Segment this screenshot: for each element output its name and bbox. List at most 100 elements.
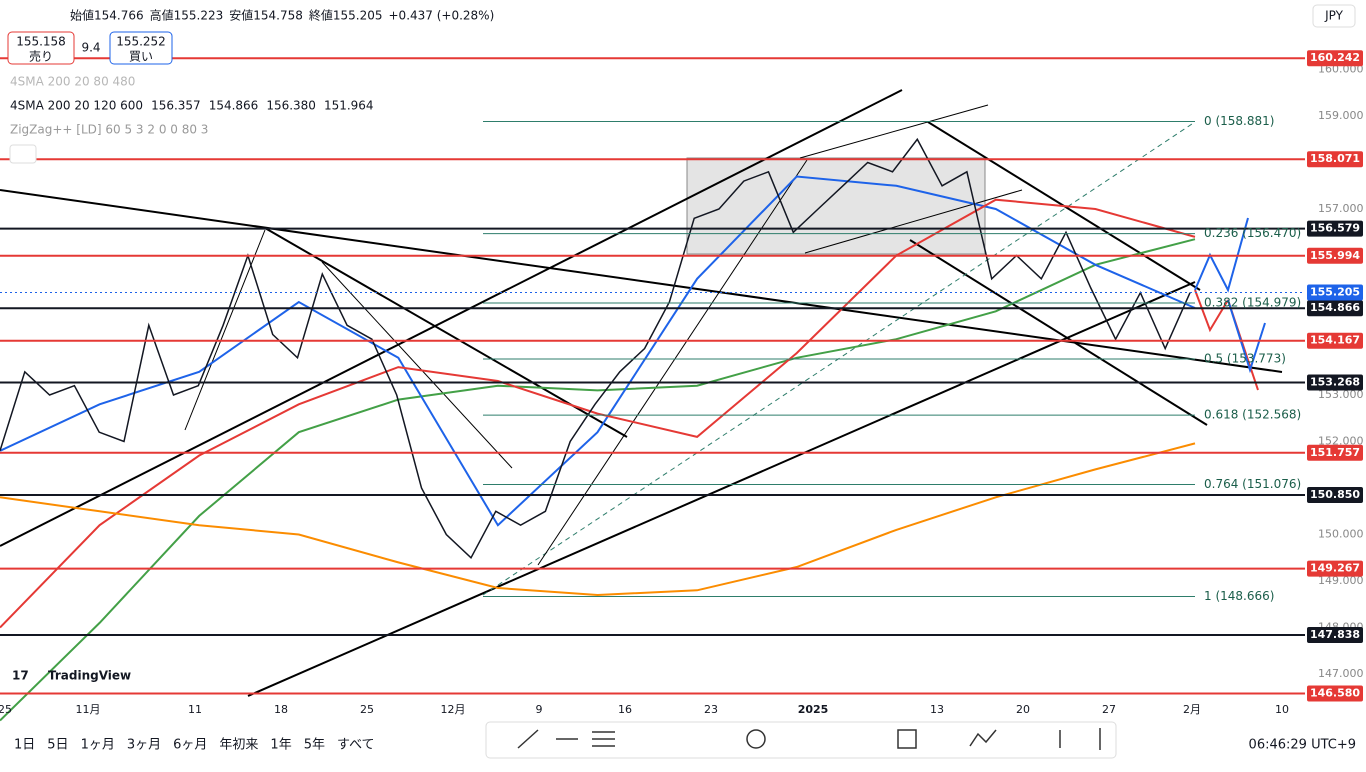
- fib-label: 0 (158.881): [1204, 114, 1274, 128]
- level-label: 154.167: [1310, 334, 1360, 347]
- x-tick-label: 9: [536, 703, 543, 716]
- sma-line: [0, 442, 1196, 597]
- buy-button[interactable]: [109, 31, 173, 65]
- level-tag: [1307, 486, 1363, 503]
- timeframe-button[interactable]: 6ヶ月: [173, 738, 207, 753]
- legend-value: 151.964: [324, 99, 374, 113]
- ohlc-high: 高値155.223: [150, 8, 224, 23]
- level-label: 160.242: [1310, 51, 1360, 64]
- sell-price: 155.158: [16, 35, 66, 49]
- timeframe-button[interactable]: 年初来: [219, 737, 258, 753]
- fib-label: 0.5 (153.773): [1204, 352, 1286, 366]
- logo-mark: 17: [12, 669, 29, 683]
- y-tick-label: 157.000: [1318, 202, 1364, 215]
- level-label: 150.850: [1310, 488, 1360, 501]
- y-tick-label: 153.000: [1318, 388, 1364, 401]
- y-tick-label: 149.000: [1318, 574, 1364, 587]
- y-tick-label: 150.000: [1318, 528, 1364, 541]
- fib-label: 1 (148.666): [1204, 589, 1274, 603]
- price-line: [0, 137, 1191, 560]
- logo: TradingView: [48, 669, 131, 683]
- timeframe-button[interactable]: 5日: [47, 738, 68, 753]
- drawing-toolbar: [485, 721, 1117, 759]
- y-tick-label: 147.000: [1318, 667, 1364, 680]
- buy-label: 買い: [129, 50, 153, 64]
- level-tag: [1307, 374, 1363, 391]
- ohlc-open: 始値154.766: [70, 8, 144, 23]
- currency[interactable]: JPY: [1324, 9, 1344, 23]
- level-label: 158.071: [1310, 152, 1360, 165]
- level-tag: [1307, 284, 1363, 301]
- timeframe-button[interactable]: すべて: [337, 738, 375, 753]
- x-tick-label: 2025: [798, 703, 829, 716]
- timeframe-button[interactable]: 1年: [270, 738, 291, 753]
- sma-line: [0, 198, 1196, 629]
- fib-label: 0.764 (151.076): [1204, 477, 1301, 491]
- timeframe-button[interactable]: 3ヶ月: [127, 738, 161, 753]
- sell-label: 売り: [29, 49, 53, 64]
- level-tag: [1307, 560, 1363, 577]
- projection-arrows: [1194, 217, 1266, 391]
- x-tick-label: 25: [360, 703, 374, 716]
- fib-label: 0.618 (152.568): [1204, 408, 1301, 422]
- price-axis: [1305, 0, 1366, 700]
- clock: 06:46:29 UTC+9: [1249, 738, 1356, 753]
- level-label: 154.866: [1310, 301, 1360, 314]
- toolbar-icons: [517, 728, 1101, 750]
- x-tick-label: 25: [0, 703, 12, 716]
- ohlc-low: 安値154.758: [229, 8, 303, 23]
- level-tag: [1307, 50, 1363, 67]
- x-tick-label: 27: [1102, 703, 1116, 716]
- level-label: 146.580: [1310, 687, 1360, 700]
- x-tick-label: 13: [930, 703, 944, 716]
- indicator: ZigZag++ [LD] 60 5 3 2 0 0 80 3: [10, 123, 208, 137]
- x-tick-label: 23: [704, 703, 718, 716]
- collapse-button[interactable]: [9, 144, 37, 164]
- y-tick-label: 152.000: [1318, 435, 1364, 448]
- currency-button[interactable]: [1312, 4, 1356, 28]
- timeframe-button[interactable]: 1ヶ月: [81, 738, 115, 753]
- level-tag: [1307, 685, 1363, 702]
- x-tick-label: 16: [618, 703, 632, 716]
- indicator: 4SMA 200 20 120 600: [10, 99, 143, 113]
- level-label: 156.579: [1310, 222, 1360, 235]
- x-tick-label: 2月: [1183, 703, 1201, 716]
- legend-value: 156.357: [151, 99, 201, 113]
- spread: 9.4: [81, 41, 100, 55]
- level-tag: [1307, 444, 1363, 461]
- level-tag: [1307, 332, 1363, 349]
- x-tick-label: 18: [274, 703, 288, 716]
- ohlc-close: 終値155.205: [309, 8, 383, 23]
- x-tick-label: 12月: [441, 703, 466, 716]
- level-label: 153.268: [1310, 376, 1360, 389]
- y-tick-label: 159.000: [1318, 109, 1364, 122]
- level-tag: [1307, 300, 1363, 317]
- sell-button[interactable]: [7, 31, 75, 65]
- timeframe-button[interactable]: 5年: [304, 738, 325, 753]
- level-tag: [1307, 220, 1363, 237]
- legend-value: 156.380: [266, 99, 316, 113]
- x-tick-label: 11月: [76, 703, 101, 716]
- fib-label: 0.382 (154.979): [1204, 295, 1301, 309]
- legend-value: 154.866: [209, 99, 259, 113]
- fib-label: 0.236 (156.470): [1204, 226, 1301, 240]
- level-tag: [1307, 627, 1363, 644]
- timeframe-button[interactable]: 1日: [14, 738, 35, 753]
- buy-price: 155.252: [116, 35, 166, 49]
- x-tick-label: 20: [1016, 703, 1030, 716]
- level-label: 155.994: [1310, 249, 1360, 262]
- x-tick-label: 11: [188, 703, 202, 716]
- sma-line: [0, 175, 1196, 527]
- level-tag: [1307, 151, 1363, 168]
- sma-line: [0, 238, 1196, 722]
- level-label: 147.838: [1310, 628, 1360, 641]
- x-tick-label: 10: [1275, 703, 1289, 716]
- level-label: 155.205: [1310, 285, 1360, 298]
- range-box: [686, 157, 986, 255]
- level-tag: [1307, 247, 1363, 264]
- level-label: 151.757: [1310, 446, 1360, 459]
- level-label: 149.267: [1310, 562, 1360, 575]
- indicator: 4SMA 200 20 80 480: [10, 75, 135, 89]
